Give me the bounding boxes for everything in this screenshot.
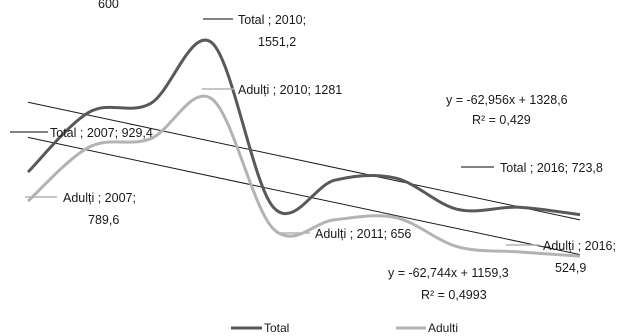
trend-equation-total: y = -62,956x + 1328,6 xyxy=(446,93,568,107)
data-label-adulti-2010: Adulți ; 2010; 1281 xyxy=(238,83,342,97)
trend-equation-adulti: y = -62,744x + 1159,3 xyxy=(388,266,509,280)
axis-top-fragment: 600 xyxy=(98,0,119,11)
data-label-adulti-2007-line2: 789,6 xyxy=(88,213,119,227)
data-label-total-2010-line2: 1551,2 xyxy=(258,35,296,49)
data-label-adulti-2011: Adulți ; 2011; 656 xyxy=(315,227,411,241)
trendline-adulti xyxy=(27,136,581,256)
legend-label-adulti: Adulti xyxy=(428,321,458,335)
data-label-total-2010-line1: Total ; 2010; xyxy=(238,13,306,27)
trendline-total xyxy=(27,101,581,221)
data-label-total-2016: Total ; 2016; 723,8 xyxy=(500,161,603,175)
data-label-adulti-2007-line1: Adulți ; 2007; xyxy=(63,191,136,205)
series-layer xyxy=(26,38,581,258)
series-line-total xyxy=(26,38,581,217)
data-label-adulti-2016-line2: 524,9 xyxy=(555,261,586,275)
data-labels-layer: Total ; 2010; 1551,2 Adulți ; 2010; 1281… xyxy=(10,13,616,275)
trendlines-layer xyxy=(27,101,581,256)
series-line-adulti xyxy=(27,94,581,258)
data-label-adulti-2016-line1: Adulți ; 2016; xyxy=(543,239,616,253)
legend-label-total: Total xyxy=(264,321,289,335)
data-label-total-2007: Total ; 2007; 929,4 xyxy=(50,126,153,140)
trendline-equations: y = -62,956x + 1328,6 R² = 0,429 y = -62… xyxy=(388,93,568,302)
legend: Total Adulti xyxy=(231,321,458,335)
trend-r2-adulti: R² = 0,4993 xyxy=(421,288,487,302)
trend-r2-total: R² = 0,429 xyxy=(472,113,531,127)
